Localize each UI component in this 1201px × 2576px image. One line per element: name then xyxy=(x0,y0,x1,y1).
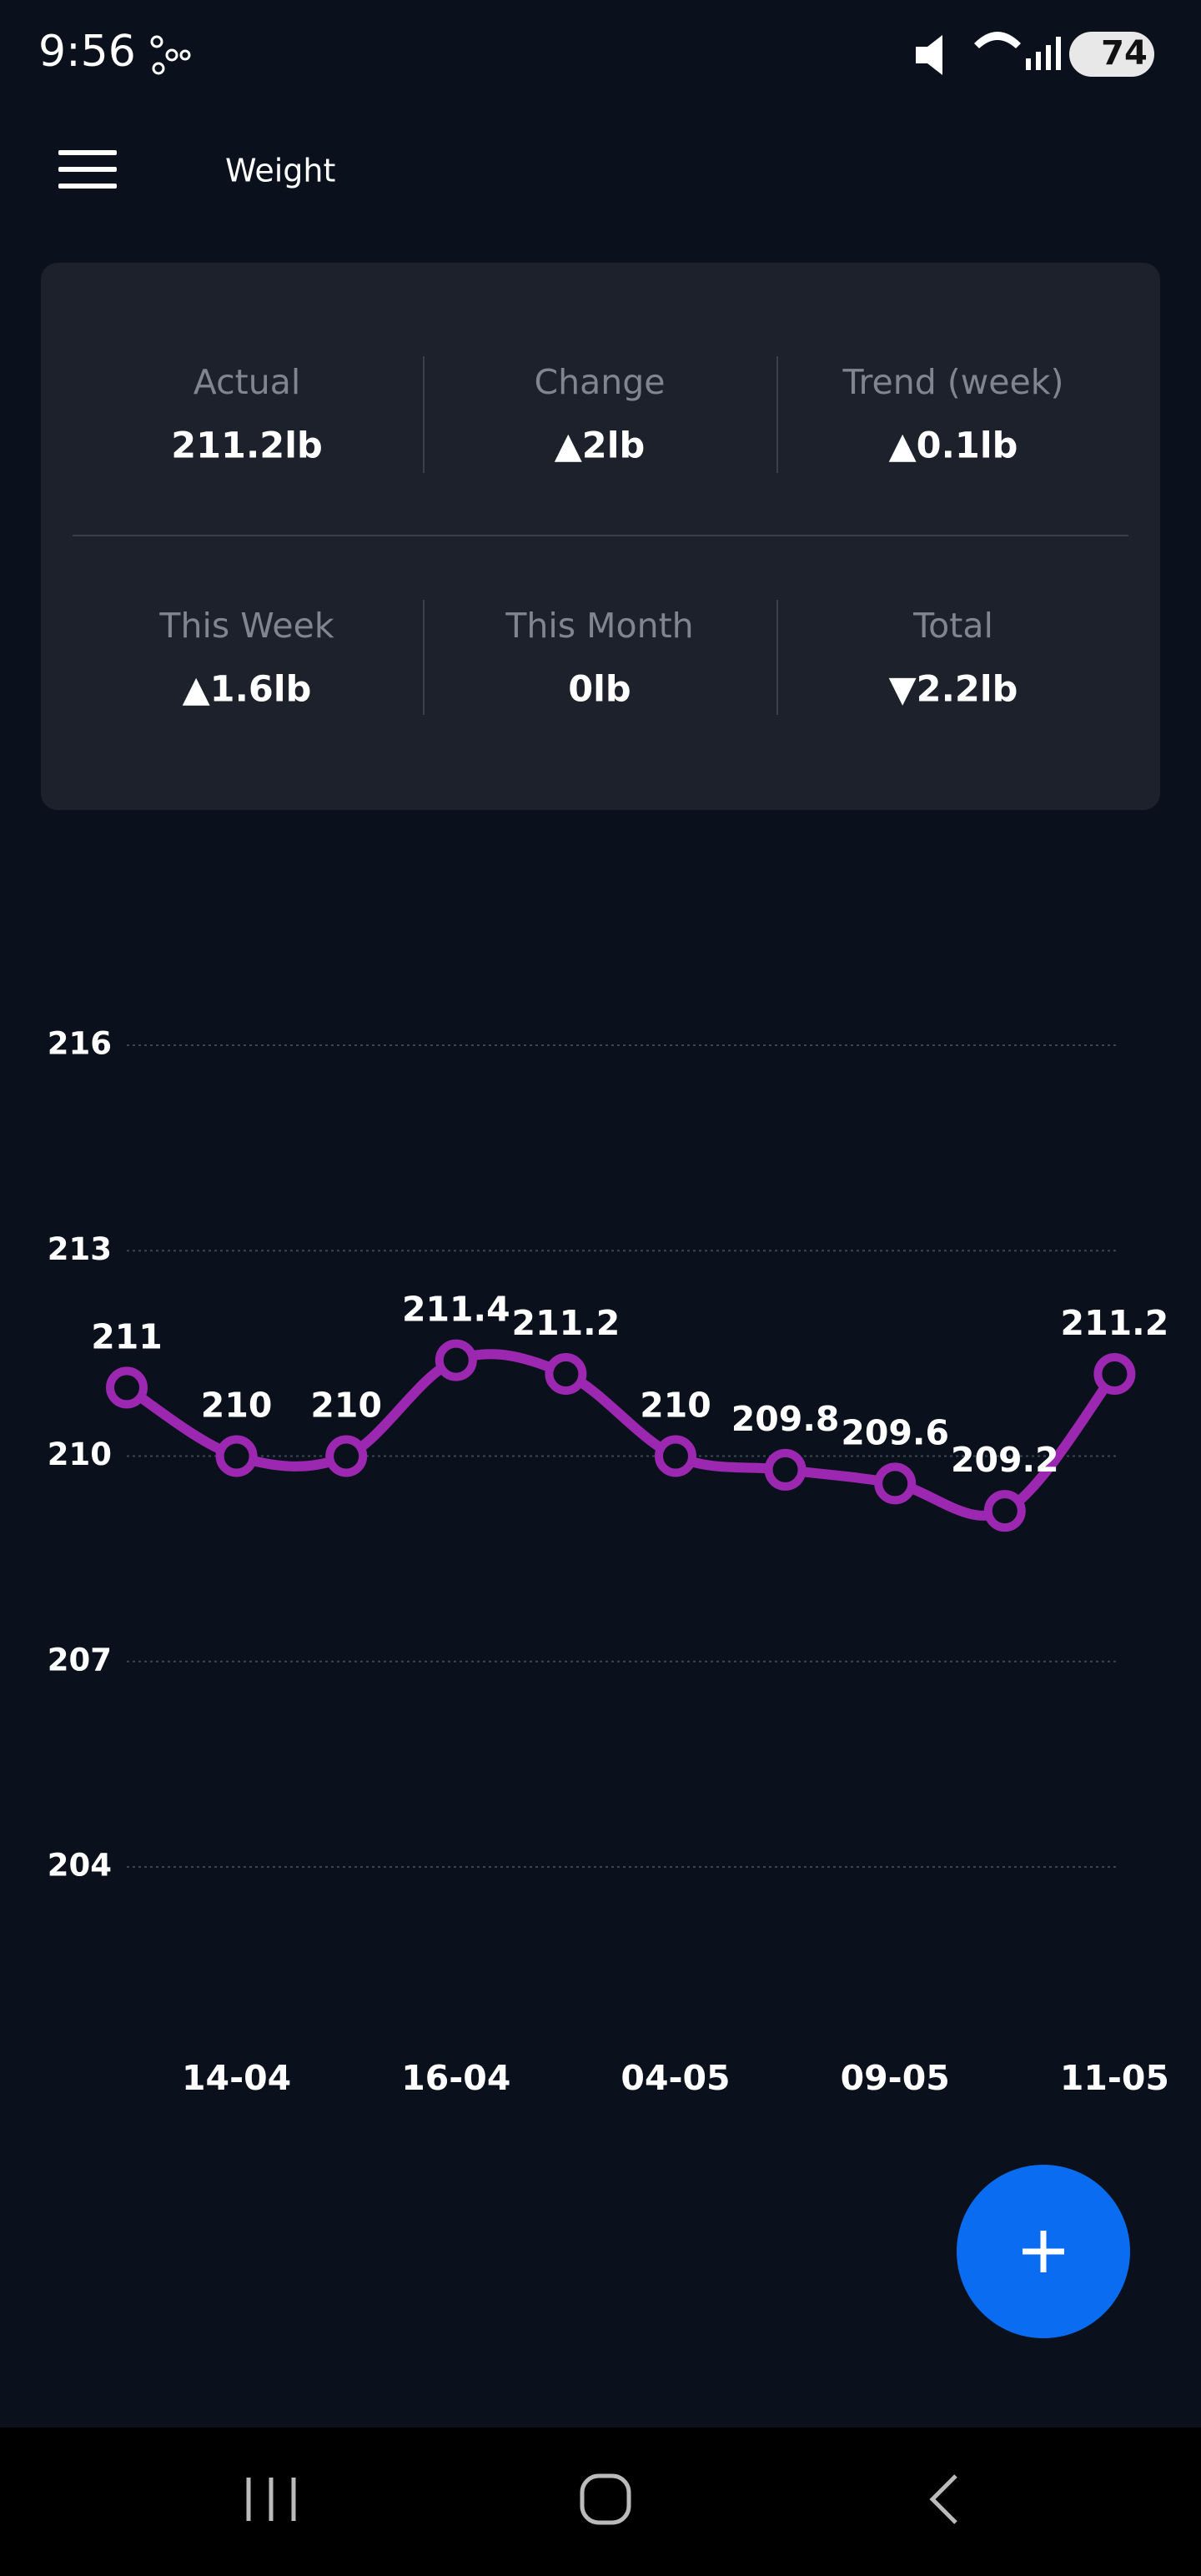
stat-label: Trend (week) xyxy=(842,362,1064,402)
y-tick-label: 207 xyxy=(48,1642,112,1678)
x-tick-label: 04-05 xyxy=(621,2058,730,2098)
stat-value: ▲1.6lb xyxy=(183,669,312,711)
data-point xyxy=(325,1435,368,1477)
data-point xyxy=(764,1448,807,1491)
data-point xyxy=(874,1462,917,1505)
battery-level: 74 xyxy=(1101,34,1148,73)
card-dividers xyxy=(73,356,1128,715)
stat-label: Actual xyxy=(193,362,300,402)
data-label: 209.8 xyxy=(731,1399,840,1439)
data-point xyxy=(215,1435,258,1477)
add-icon xyxy=(1023,2231,1064,2272)
stats-group: Actual 211.2lb Change ▲2lb Trend (week) ▲0.1l… xyxy=(158,362,1063,711)
data-point xyxy=(983,1490,1026,1532)
x-tick-label: 09-05 xyxy=(841,2058,950,2098)
page-title: Weight xyxy=(225,153,335,189)
data-label: 210 xyxy=(310,1386,382,1426)
data-point xyxy=(106,1366,148,1409)
data-point xyxy=(655,1435,696,1477)
status-icons xyxy=(916,32,1154,77)
stat-value: ▲0.1lb xyxy=(889,425,1018,467)
stat-value: 211.2lb xyxy=(171,425,323,467)
data-label: 211.2 xyxy=(1061,1303,1169,1343)
data-line xyxy=(123,1349,1119,1521)
status-icon xyxy=(150,35,191,75)
nav-home[interactable] xyxy=(580,2473,631,2525)
x-tick-label: 11-05 xyxy=(1060,2058,1169,2098)
stat-label: This Month xyxy=(505,606,693,646)
stat-value: ▼2.2lb xyxy=(889,669,1018,711)
stat-label: This Week xyxy=(158,606,334,646)
x-tick-label: 16-04 xyxy=(401,2058,510,2098)
y-tick-label: 216 xyxy=(48,1026,112,1062)
data-label: 211.4 xyxy=(402,1290,510,1330)
chart: 204 207 210 213 216 14-04 16-04 04-05 09-05 11-05… xyxy=(48,1026,1169,2099)
stat-label: Total xyxy=(912,606,993,646)
data-label: 211.2 xyxy=(512,1303,621,1343)
data-point xyxy=(545,1353,587,1395)
y-tick-label: 204 xyxy=(48,1848,112,1884)
nav-recents[interactable] xyxy=(246,2478,296,2521)
stat-label: Change xyxy=(535,362,666,402)
data-point xyxy=(1093,1353,1136,1395)
data-point xyxy=(435,1339,477,1381)
x-tick-label: 14-04 xyxy=(182,2058,291,2098)
data-label: 210 xyxy=(640,1386,711,1426)
y-tick-label: 213 xyxy=(48,1231,112,1267)
menu-button[interactable] xyxy=(58,150,117,189)
data-label: 210 xyxy=(201,1386,273,1426)
status-time: 9:56 xyxy=(38,27,136,77)
nav-bar xyxy=(0,2428,1201,2576)
y-tick-label: 210 xyxy=(48,1436,112,1472)
data-label: 209.6 xyxy=(841,1412,949,1452)
data-label: 211 xyxy=(91,1316,163,1356)
stat-value: ▲2lb xyxy=(555,425,646,467)
data-label: 209.2 xyxy=(951,1440,1059,1480)
stat-value: 0lb xyxy=(568,669,631,711)
nav-back[interactable] xyxy=(929,2474,957,2524)
